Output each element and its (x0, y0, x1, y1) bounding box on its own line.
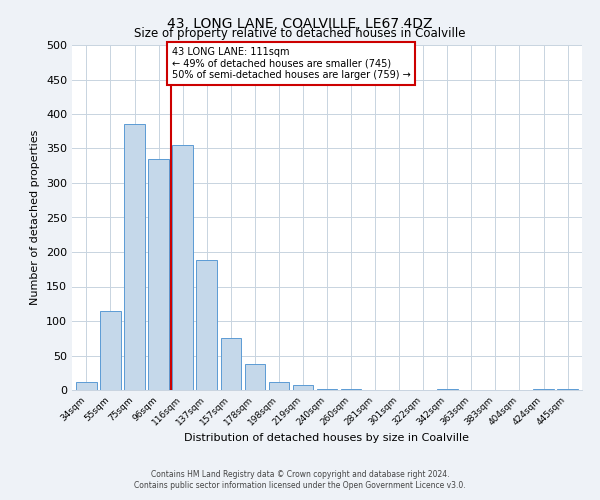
Bar (317, 388, 337, 390)
Bar (196, 260, 217, 390)
Bar (269, 382, 289, 390)
Bar (124, 124, 145, 390)
Text: Size of property relative to detached houses in Coalville: Size of property relative to detached ho… (134, 28, 466, 40)
Bar (148, 159, 169, 390)
Bar (341, 388, 361, 390)
Y-axis label: Number of detached properties: Number of detached properties (31, 130, 40, 305)
Text: 43, LONG LANE, COALVILLE, LE67 4DZ: 43, LONG LANE, COALVILLE, LE67 4DZ (167, 18, 433, 32)
X-axis label: Distribution of detached houses by size in Coalville: Distribution of detached houses by size … (185, 432, 470, 442)
Bar (437, 388, 458, 390)
Text: Contains HM Land Registry data © Crown copyright and database right 2024.
Contai: Contains HM Land Registry data © Crown c… (134, 470, 466, 490)
Bar (76, 382, 97, 390)
Bar (293, 385, 313, 390)
Bar (172, 145, 193, 390)
Text: 43 LONG LANE: 111sqm
← 49% of detached houses are smaller (745)
50% of semi-deta: 43 LONG LANE: 111sqm ← 49% of detached h… (172, 47, 410, 80)
Bar (100, 310, 121, 390)
Bar (245, 364, 265, 390)
Bar (533, 388, 554, 390)
Bar (557, 388, 578, 390)
Bar (221, 338, 241, 390)
